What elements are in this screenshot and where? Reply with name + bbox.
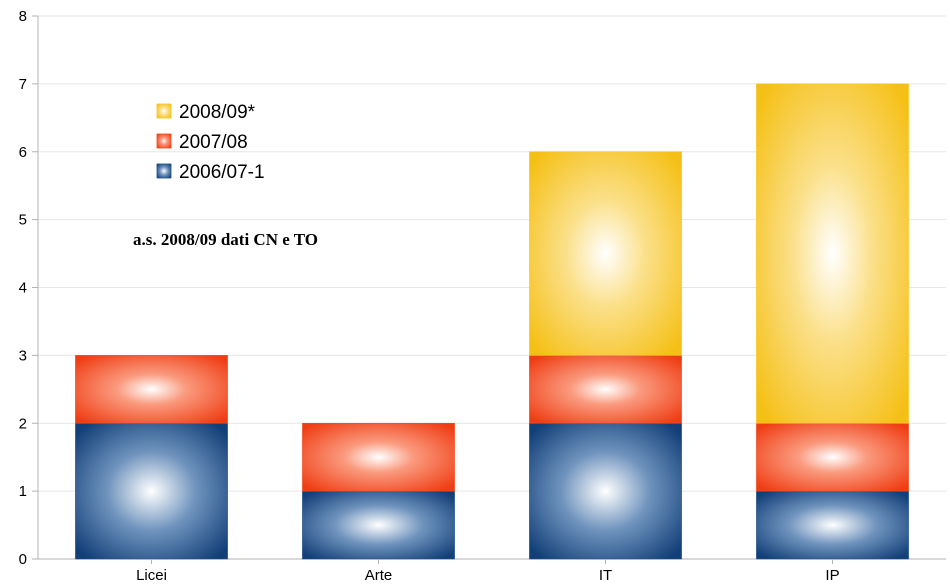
y-tick-label: 1: [19, 483, 27, 500]
chart-annotation: a.s. 2008/09 dati CN e TO: [133, 230, 318, 249]
y-tick-label: 7: [19, 76, 27, 93]
bar-segment: [75, 355, 228, 424]
y-tick-label: 3: [19, 347, 27, 364]
legend: 2008/09* 2007/08 2006/07-1: [156, 102, 265, 183]
bar-segment: [756, 490, 909, 560]
bar-segment: [529, 151, 682, 356]
legend-label: 2008/09*: [179, 102, 256, 123]
y-tick-label: 8: [19, 8, 27, 25]
legend-label: 2006/07-1: [179, 162, 265, 183]
legend-swatch: [156, 163, 172, 179]
bars: [75, 83, 909, 560]
bar-segment: [756, 422, 909, 492]
x-tick-label: Arte: [365, 567, 393, 584]
bar-segment: [529, 422, 682, 560]
legend-label: 2007/08: [179, 132, 248, 153]
bar-segment: [75, 422, 228, 560]
x-tick-labels: Licei Arte IT IP: [136, 559, 840, 584]
y-tick-label: 5: [19, 212, 27, 229]
bar-segment: [302, 422, 455, 492]
y-tick-labels: 0 1 2 3 4 5 6 7 8: [19, 8, 27, 568]
x-tick-label: Licei: [136, 567, 167, 584]
legend-swatch: [156, 133, 172, 149]
x-tick-label: IP: [825, 567, 839, 584]
y-tick-label: 2: [19, 415, 27, 432]
y-tick-label: 0: [19, 551, 27, 568]
legend-swatch: [156, 103, 172, 119]
y-tick-label: 6: [19, 144, 27, 161]
x-tick-label: IT: [599, 567, 612, 584]
bar-segment: [756, 83, 909, 424]
y-tick-label: 4: [19, 280, 27, 297]
bar-segment: [302, 490, 455, 560]
bar-segment: [529, 355, 682, 424]
